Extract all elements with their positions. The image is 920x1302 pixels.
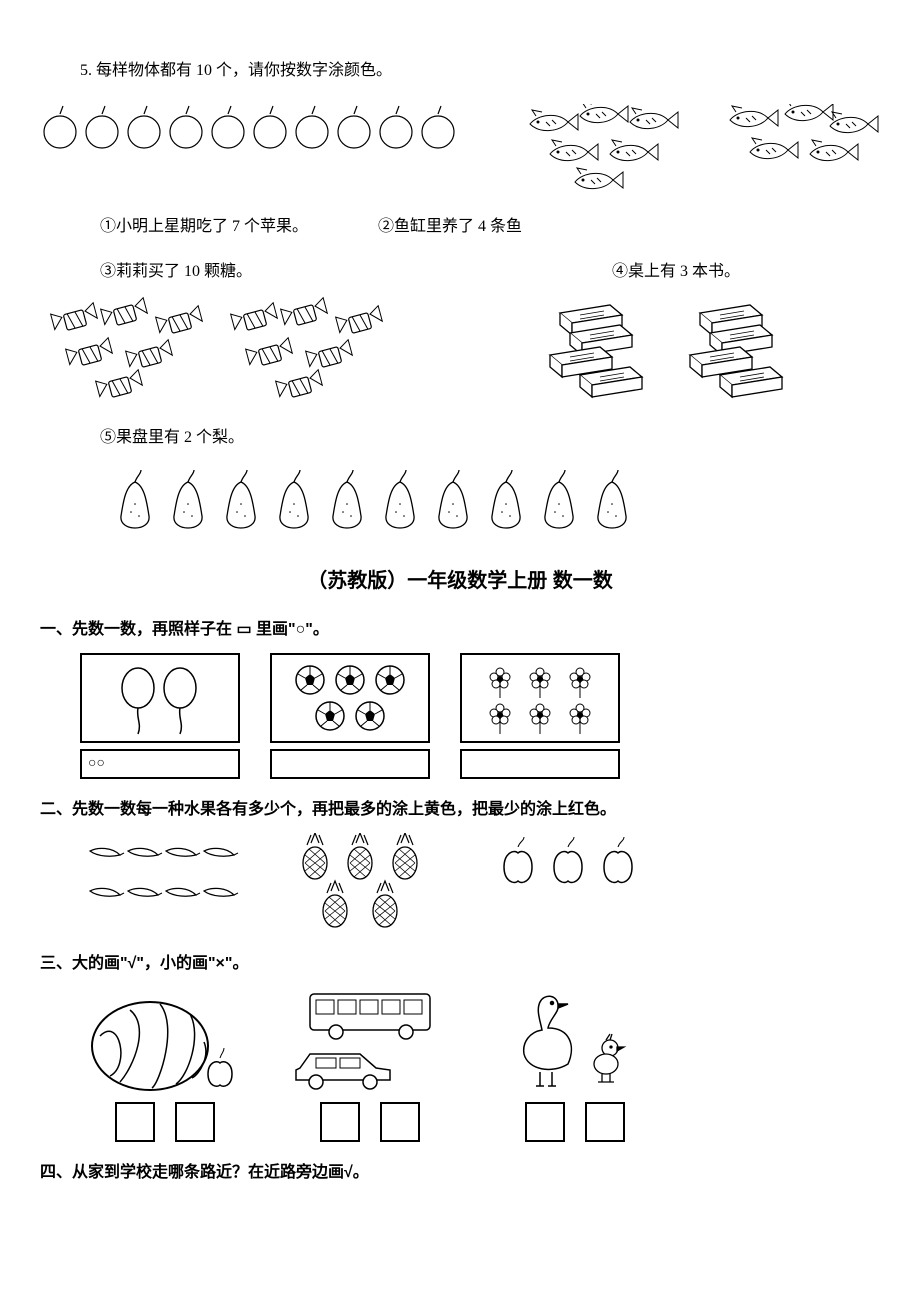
pineapples-image — [290, 833, 440, 933]
apples-image — [40, 104, 460, 204]
sec3-pair-birds — [490, 986, 660, 1142]
sec3-check-melon-small[interactable] — [175, 1102, 215, 1142]
sec3-check-car[interactable] — [380, 1102, 420, 1142]
sec3-items — [80, 986, 880, 1142]
candy-image — [40, 295, 400, 405]
sec3-check-chick[interactable] — [585, 1102, 625, 1142]
sec2-fruits — [80, 833, 880, 933]
q5-apples-text: ①小明上星期吃了 7 个苹果。 — [100, 214, 308, 240]
sec1-item-balloons: ○○ — [80, 653, 240, 779]
sec4-heading: 四、从家到学校走哪条路近？在近路旁边画√。 — [40, 1160, 880, 1186]
pears-image — [110, 460, 880, 540]
books-image — [540, 295, 840, 405]
sec1-answer-3[interactable] — [460, 749, 620, 779]
sec1-answer-1[interactable]: ○○ — [80, 749, 240, 779]
fish-image — [520, 104, 880, 204]
sec3-check-bus[interactable] — [320, 1102, 360, 1142]
q5-pears-text: ⑤果盘里有 2 个梨。 — [40, 425, 880, 451]
q5-candy-text: ③莉莉买了 10 颗糖。 — [100, 259, 252, 285]
q5-books-text: ④桌上有 3 本书。 — [612, 259, 740, 285]
bananas-image — [80, 833, 240, 923]
sec1-item-flowers — [460, 653, 620, 779]
sec1-heading: 一、先数一数，再照样子在 ▭ 里画"○"。 — [40, 617, 880, 643]
sec1-answer-2[interactable] — [270, 749, 430, 779]
sec3-check-melon-big[interactable] — [115, 1102, 155, 1142]
q5-prompt: 5. 每样物体都有 10 个，请你按数字涂颜色。 — [40, 58, 880, 84]
sec1-items: ○○ — [80, 653, 880, 779]
apples-small-image — [490, 833, 650, 893]
sec3-pair-vehicles — [280, 986, 460, 1142]
sec1-item-soccer — [270, 653, 430, 779]
sec3-pair-melon — [80, 986, 250, 1142]
q5-fish-text: ②鱼缸里养了 4 条鱼 — [378, 214, 522, 240]
sec3-heading: 三、大的画"√"，小的画"×"。 — [40, 951, 880, 977]
sec2-heading: 二、先数一数每一种水果各有多少个，再把最多的涂上黄色，把最少的涂上红色。 — [40, 797, 880, 823]
book-title: （苏教版）一年级数学上册 数一数 — [40, 565, 880, 597]
sec3-check-goose[interactable] — [525, 1102, 565, 1142]
